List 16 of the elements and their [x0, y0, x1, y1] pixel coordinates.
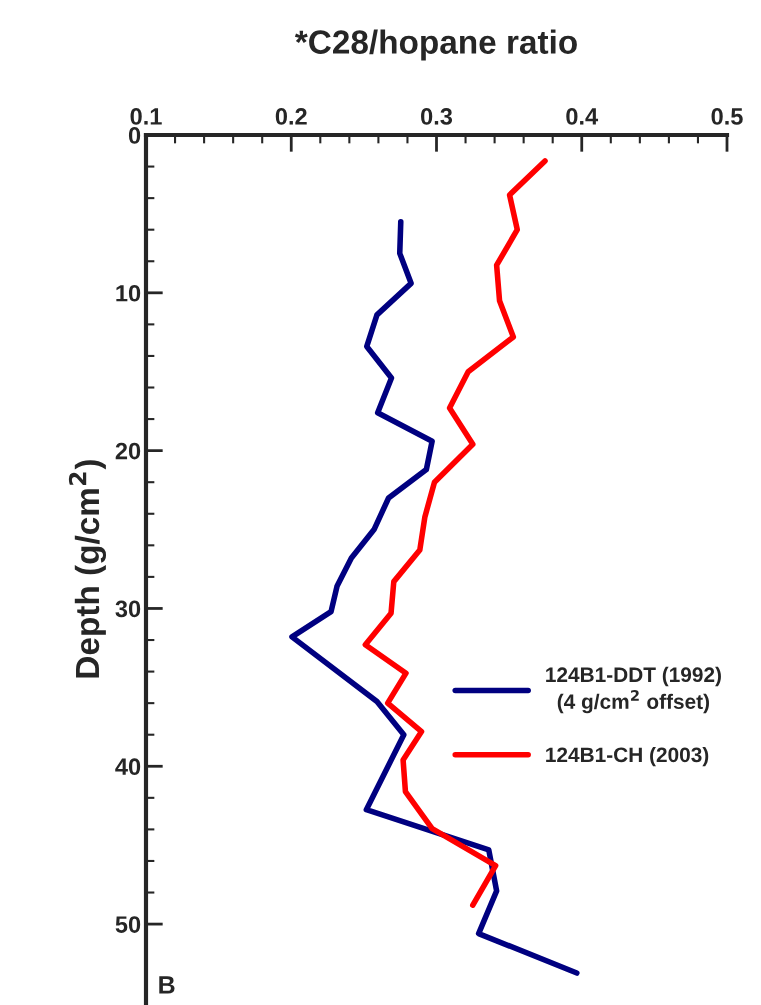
y-tick-label: 30 — [115, 600, 141, 618]
y-tick-label: 20 — [115, 442, 141, 460]
annotation: B — [159, 976, 175, 994]
chart-title: *C28/hopane ratio — [294, 29, 577, 61]
x-tick-label: 0.2 — [275, 108, 307, 125]
legend-label: 124B1-DDT (1992) (4 g/cm$^{2}$ offset) — [546, 666, 721, 714]
x-tick-label: 0.5 — [711, 108, 743, 125]
y-tick-label: 50 — [115, 916, 141, 933]
legend-label: 124B1-CH (2003) — [546, 746, 709, 767]
y-tick-label: 40 — [115, 758, 141, 776]
y-tick-label: 10 — [116, 284, 141, 302]
y-axis-title: Depth (g/cm$^{2}$) — [68, 460, 107, 678]
x-tick-label: 0.1 — [130, 108, 162, 125]
x-tick-label: 0.4 — [566, 108, 599, 125]
x-tick-label: 0.3 — [421, 108, 453, 125]
y-tick-label: 0 — [128, 127, 141, 144]
